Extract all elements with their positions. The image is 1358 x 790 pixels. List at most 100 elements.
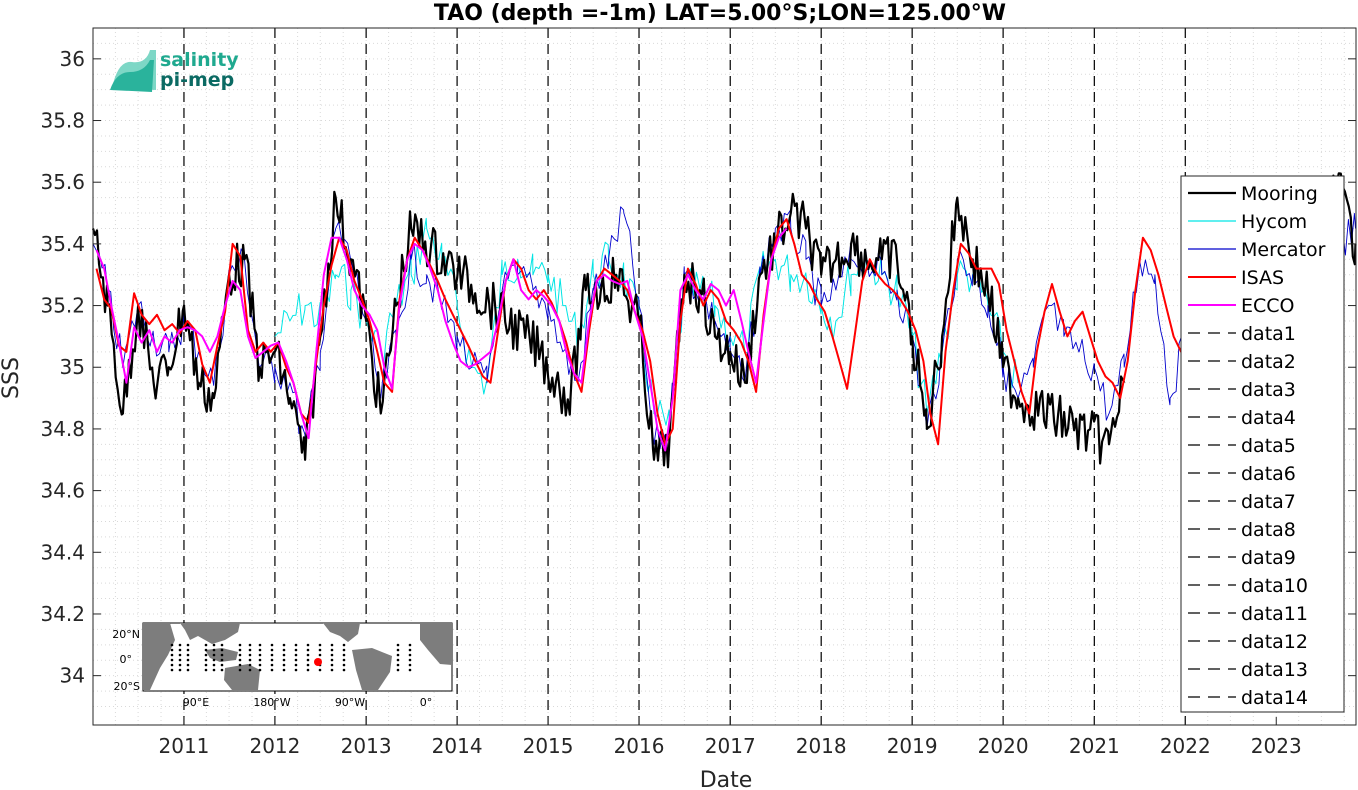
x-tick-label: 2016 <box>614 734 665 758</box>
map-buoy <box>204 648 208 652</box>
map-buoy <box>270 658 274 662</box>
map-land-africa-east <box>420 623 452 665</box>
map-buoy <box>318 653 322 657</box>
map-buoy <box>186 643 190 647</box>
map-buoy <box>408 643 412 647</box>
map-buoy <box>178 658 182 662</box>
legend-label-data12: data12 <box>1241 631 1308 653</box>
y-tick-label: 34.2 <box>40 602 85 626</box>
x-axis: 2011 2012 2013 2014 2015 2016 2017 2018 2019 2020… <box>159 717 1302 758</box>
map-buoy <box>204 658 208 662</box>
x-tick-label: 2021 <box>1069 734 1120 758</box>
map-buoy <box>178 663 182 667</box>
plot-frame <box>92 27 1357 726</box>
y-tick-label: 35.8 <box>40 109 85 133</box>
map-buoy <box>178 653 182 657</box>
map-buoy <box>258 658 262 662</box>
series-line-mooring <box>91 190 1126 469</box>
map-buoy <box>330 653 334 657</box>
map-buoy <box>342 648 346 652</box>
map-buoy <box>330 663 334 667</box>
map-buoy <box>204 653 208 657</box>
x-tick-label: 2014 <box>432 734 483 758</box>
map-buoy <box>408 668 412 672</box>
map-buoy <box>330 658 334 662</box>
map-buoy <box>238 658 242 662</box>
series-layer <box>91 172 1357 469</box>
map-buoy <box>248 653 252 657</box>
y-tick-label: 34.4 <box>40 540 85 564</box>
legend: Mooring Hycom Mercator ISAS ECCO data1 data2 da… <box>1180 175 1345 713</box>
map-buoy <box>270 668 274 672</box>
x-tick-label: 2018 <box>796 734 847 758</box>
map-buoy <box>306 648 310 652</box>
map-buoy <box>342 663 346 667</box>
legend-label-data6: data6 <box>1241 463 1296 485</box>
y-axis: 34 34.2 34.4 34.6 34.8 35 35.2 35.4 35.6 35.8 36 <box>40 47 1356 688</box>
map-buoy <box>330 648 334 652</box>
map-lat-label-2: 0° <box>120 653 133 666</box>
map-buoy <box>294 663 298 667</box>
map-buoy <box>396 663 400 667</box>
map-buoy <box>408 658 412 662</box>
map-buoy <box>204 663 208 667</box>
map-buoy <box>170 663 174 667</box>
map-buoy <box>178 648 182 652</box>
map-land-north-america <box>323 623 360 642</box>
map-buoy <box>258 668 262 672</box>
map-buoy <box>270 663 274 667</box>
map-buoy <box>306 653 310 657</box>
legend-label-data8: data8 <box>1241 519 1296 541</box>
map-buoy <box>306 658 310 662</box>
map-buoy <box>408 648 412 652</box>
x-tick-label: 2019 <box>887 734 938 758</box>
legend-label-data9: data9 <box>1241 547 1296 569</box>
map-buoy <box>212 648 216 652</box>
map-land-australia <box>224 664 260 690</box>
map-lon-label-2: 180°W <box>253 696 290 709</box>
legend-label-data1: data1 <box>1241 323 1296 345</box>
map-land-africa <box>143 623 175 690</box>
map-buoy <box>330 668 334 672</box>
map-buoy <box>258 643 262 647</box>
map-buoy <box>248 643 252 647</box>
y-tick-label: 36 <box>60 47 85 71</box>
salinity-pimep-logo: salinity pi-mep <box>110 49 239 92</box>
legend-label-data5: data5 <box>1241 435 1296 457</box>
map-buoy <box>212 643 216 647</box>
x-tick-label: 2015 <box>523 734 574 758</box>
map-buoy <box>408 663 412 667</box>
x-tick-label: 2023 <box>1251 734 1302 758</box>
legend-label-data11: data11 <box>1241 603 1308 625</box>
map-buoy <box>330 643 334 647</box>
map-buoy <box>318 648 322 652</box>
map-buoy <box>178 668 182 672</box>
series-line-ecco <box>95 227 788 452</box>
map-buoy <box>220 668 224 672</box>
legend-items: Mooring Hycom Mercator ISAS ECCO data1 data2 da… <box>1188 183 1326 709</box>
map-buoy <box>318 643 322 647</box>
map-buoy <box>258 648 262 652</box>
map-buoy <box>204 643 208 647</box>
map-buoy <box>178 643 182 647</box>
logo-line1: salinity <box>160 49 239 71</box>
y-axis-label: SSS <box>0 357 24 399</box>
map-buoy <box>248 648 252 652</box>
logo-line2: pi-mep <box>160 69 234 91</box>
y-tick-label: 34 <box>60 664 85 688</box>
map-buoy <box>270 653 274 657</box>
chart-title: TAO (depth =-1m) LAT=5.00°S;LON=125.00°W <box>434 1 1006 26</box>
map-buoy <box>270 648 274 652</box>
legend-label-ecco: ECCO <box>1241 295 1295 317</box>
map-buoy <box>294 653 298 657</box>
legend-label-isas: ISAS <box>1241 267 1284 289</box>
map-buoy <box>170 658 174 662</box>
map-buoy <box>282 663 286 667</box>
map-buoy <box>396 668 400 672</box>
map-buoy <box>258 663 262 667</box>
map-buoy <box>186 658 190 662</box>
map-lon-label-3: 90°W <box>335 696 365 709</box>
map-buoy <box>238 653 242 657</box>
map-buoy <box>220 653 224 657</box>
